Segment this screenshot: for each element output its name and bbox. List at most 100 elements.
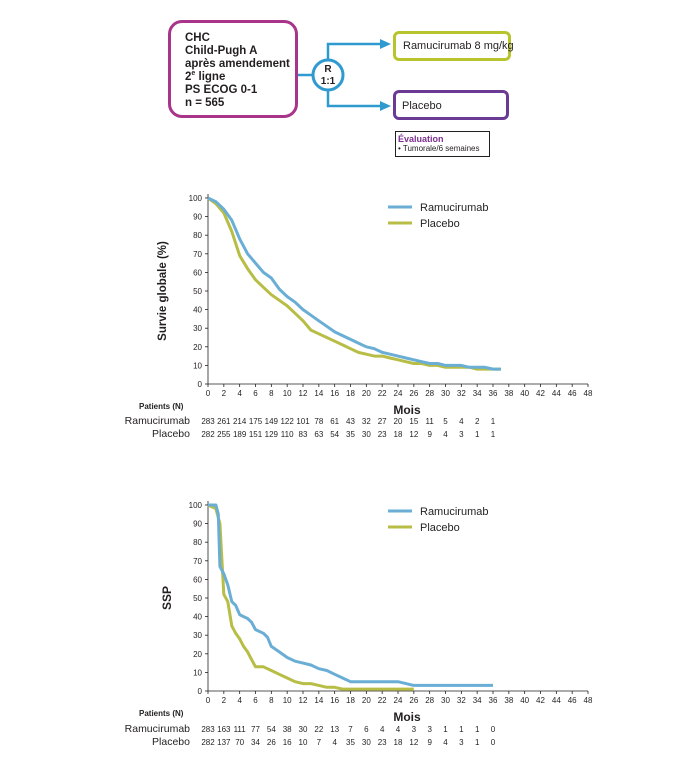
at-risk-value: 163 [217, 725, 231, 734]
at-risk-value: 20 [394, 417, 403, 426]
x-tick-label: 14 [314, 696, 323, 705]
x-tick-label: 26 [409, 389, 418, 398]
at-risk-value: 189 [233, 430, 247, 439]
evaluation-box: Évaluation • Tumorale/6 semaines [395, 131, 490, 157]
at-risk-value: 27 [378, 417, 387, 426]
x-tick-label: 44 [552, 696, 561, 705]
evaluation-title: Évaluation [398, 134, 444, 144]
x-tick-label: 36 [489, 696, 498, 705]
x-tick-label: 16 [330, 696, 339, 705]
x-tick-label: 12 [299, 696, 308, 705]
x-tick-label: 40 [520, 389, 529, 398]
at-risk-value: 151 [249, 430, 263, 439]
x-tick-label: 40 [520, 696, 529, 705]
at-risk-value: 38 [283, 725, 292, 734]
y-tick-label: 10 [193, 668, 202, 677]
legend-label-ramucirumab: Ramucirumab [420, 506, 488, 518]
at-risk-value: 18 [394, 430, 403, 439]
y-axis-label: Survie globale (%) [157, 241, 169, 341]
arm-ramucirumab-label: Ramucirumab 8 mg/kg [403, 40, 514, 52]
at-risk-value: 77 [251, 725, 260, 734]
at-risk-value: 30 [362, 738, 371, 747]
x-axis-label: Mois [393, 403, 421, 417]
y-tick-label: 40 [193, 306, 202, 315]
at-risk-value: 35 [346, 430, 355, 439]
at-risk-value: 11 [426, 417, 435, 426]
population-line: 2e ligne [185, 70, 295, 84]
y-tick-label: 0 [198, 687, 203, 696]
at-risk-value: 6 [364, 725, 369, 734]
at-risk-value: 1 [443, 725, 448, 734]
x-tick-label: 38 [504, 389, 513, 398]
x-tick-label: 24 [394, 389, 403, 398]
x-tick-label: 4 [237, 696, 242, 705]
x-tick-label: 20 [362, 696, 371, 705]
at-risk-value: 22 [314, 725, 323, 734]
at-risk-value: 23 [378, 738, 387, 747]
x-tick-label: 10 [283, 389, 292, 398]
at-risk-value: 3 [412, 725, 417, 734]
arrow-to-ramucirumab [326, 42, 382, 59]
randomization-diagram: R 1:1 [298, 39, 391, 111]
x-tick-label: 34 [473, 389, 482, 398]
at-risk-value: 283 [201, 417, 215, 426]
series-line-placebo [207, 503, 414, 691]
x-tick-label: 22 [378, 389, 387, 398]
at-risk-value: 78 [314, 417, 323, 426]
at-risk-value: 9 [427, 738, 432, 747]
y-tick-label: 10 [193, 361, 202, 370]
y-tick-label: 80 [193, 231, 202, 240]
x-tick-label: 36 [489, 389, 498, 398]
at-risk-value: 63 [314, 430, 323, 439]
at-risk-value: 149 [265, 417, 279, 426]
at-risk-value: 35 [346, 738, 355, 747]
y-tick-label: 50 [193, 287, 202, 296]
at-risk-value: 10 [299, 738, 308, 747]
x-tick-label: 8 [269, 696, 274, 705]
at-risk-value: 1 [491, 430, 496, 439]
at-risk-value: 4 [396, 725, 401, 734]
x-tick-label: 2 [222, 389, 227, 398]
population-line: CHC [185, 32, 210, 44]
at-risk-value: 261 [217, 417, 231, 426]
x-tick-label: 30 [441, 389, 450, 398]
at-risk-value: 4 [332, 738, 337, 747]
y-tick-label: 60 [193, 575, 202, 584]
at-risk-value: 111 [234, 725, 247, 734]
at-risk-value: 4 [443, 738, 448, 747]
x-tick-label: 48 [584, 389, 593, 398]
at-risk-value: 54 [267, 725, 276, 734]
y-tick-label: 80 [193, 538, 202, 547]
x-tick-label: 6 [253, 389, 258, 398]
series-line-placebo [207, 196, 501, 371]
x-tick-label: 18 [346, 389, 355, 398]
at-risk-value: 54 [330, 430, 339, 439]
at-risk-value: 12 [409, 430, 418, 439]
at-risk-value: 282 [201, 430, 215, 439]
legend-label-ramucirumab: Ramucirumab [420, 202, 488, 214]
x-tick-label: 12 [299, 389, 308, 398]
at-risk-value: 61 [330, 417, 339, 426]
at-risk-value: 26 [267, 738, 276, 747]
x-tick-label: 22 [378, 696, 387, 705]
x-tick-label: 42 [536, 389, 545, 398]
x-tick-label: 38 [504, 696, 513, 705]
at-risk-value: 7 [348, 725, 353, 734]
superscript-e: e [191, 70, 196, 78]
at-risk-value: 34 [251, 738, 260, 747]
population-line: PS ECOG 0-1 [185, 84, 258, 96]
at-risk-value: 5 [443, 417, 448, 426]
y-tick-label: 60 [193, 268, 202, 277]
at-risk-value: 0 [491, 738, 496, 747]
x-tick-label: 0 [206, 389, 211, 398]
arrow-to-placebo [326, 91, 382, 108]
x-tick-label: 28 [425, 696, 434, 705]
at-risk-value: 30 [362, 430, 371, 439]
at-risk-value: 7 [317, 738, 322, 747]
randomization-r: R [324, 64, 332, 75]
arrowhead-icon [380, 101, 391, 111]
y-tick-label: 50 [193, 594, 202, 603]
series-line-ramucirumab [208, 503, 493, 687]
at-risk-value: 1 [475, 725, 480, 734]
at-risk-value: 4 [443, 430, 448, 439]
